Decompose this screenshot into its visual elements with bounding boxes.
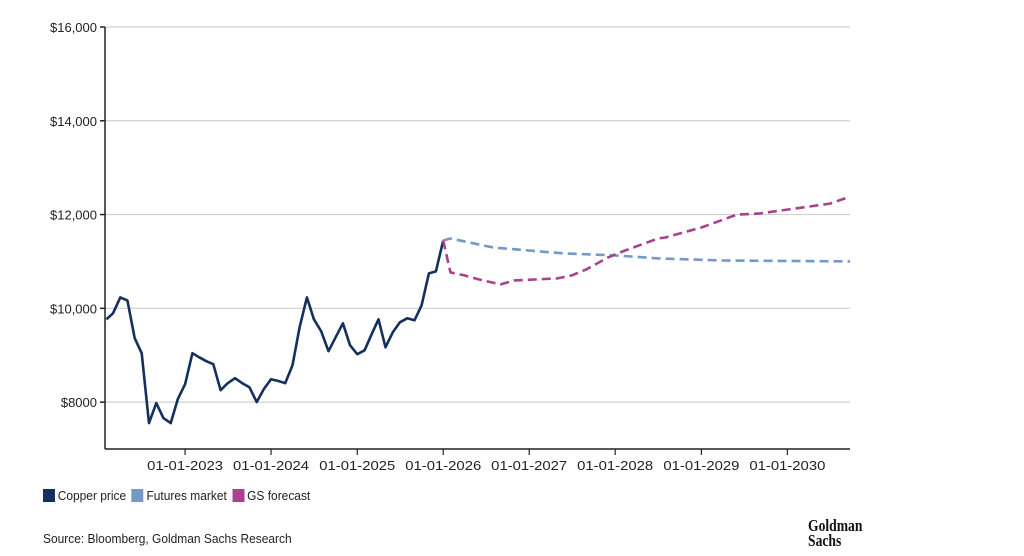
y-tick-label: $10,000: [50, 301, 97, 316]
x-tick-label: 01-01-2025: [319, 458, 395, 473]
x-tick-label: 01-01-2024: [233, 458, 309, 473]
legend-label: GS forecast: [247, 488, 311, 503]
y-tick-label: $12,000: [50, 208, 97, 223]
x-tick-label: 01-01-2023: [147, 458, 223, 473]
logo-line-1: Goldman: [808, 516, 863, 535]
legend-label: Futures market: [146, 488, 227, 503]
series-line-gs-forecast: [441, 195, 851, 286]
legend-swatch: [43, 489, 55, 502]
copper-price-chart: $8000 $10,000 $12,000 $14,000 $16,000 01-01-2…: [50, 20, 851, 473]
legend-swatch: [232, 489, 245, 502]
y-tick-label: $14,000: [50, 114, 97, 129]
x-tick-label: 01-01-2029: [663, 458, 739, 473]
y-tick-label: $8000: [61, 395, 97, 410]
goldman-sachs-logo: Goldman Sachs: [808, 516, 863, 550]
x-tick-label: 01-01-2026: [405, 458, 481, 473]
logo-line-2: Sachs: [808, 531, 842, 550]
series-line-futures-market: [442, 237, 851, 263]
legend-item-copper-price: Copper price: [43, 488, 126, 503]
x-tick-label: 01-01-2027: [491, 458, 567, 473]
legend-swatch: [131, 489, 144, 502]
legend: Copper price Futures market GS forecast: [43, 488, 316, 503]
y-tick-label: $16,000: [50, 20, 97, 35]
legend-item-futures-market: Futures market: [131, 488, 227, 503]
legend-label: Copper price: [57, 488, 127, 503]
x-tick-label: 01-01-2028: [577, 458, 653, 473]
series-line-copper-price: [105, 240, 445, 425]
x-tick-label: 01-01-2030: [749, 458, 825, 473]
legend-item-gs-forecast: GS forecast: [232, 488, 310, 503]
source-note: Source: Bloomberg, Goldman Sachs Researc…: [43, 531, 292, 546]
